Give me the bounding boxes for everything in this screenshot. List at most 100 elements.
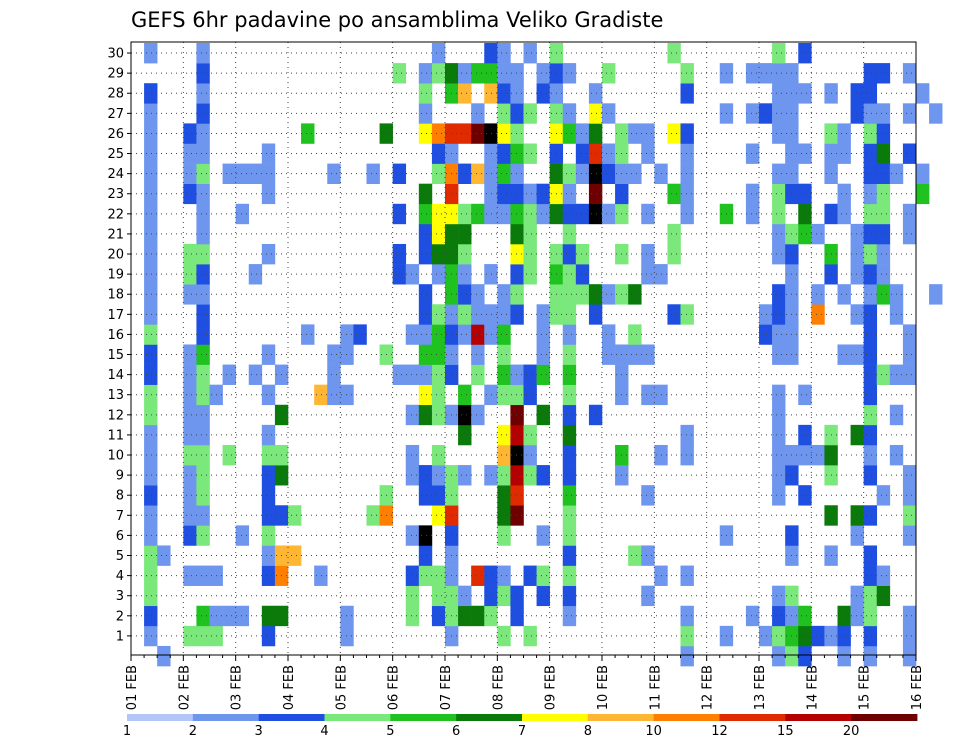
heatmap-cell bbox=[850, 505, 864, 526]
heatmap-cell bbox=[392, 203, 407, 225]
heatmap-cell bbox=[575, 264, 590, 285]
heatmap-cell bbox=[497, 183, 511, 205]
heatmap-cell bbox=[798, 645, 812, 667]
heatmap-cell bbox=[523, 223, 537, 245]
heatmap-cell bbox=[680, 424, 694, 446]
heatmap-cell bbox=[876, 103, 891, 124]
heatmap-cell bbox=[562, 565, 577, 586]
heatmap-cell bbox=[772, 485, 786, 506]
heatmap-cell bbox=[902, 223, 917, 245]
heatmap-cell bbox=[235, 525, 250, 546]
heatmap-cell bbox=[261, 525, 276, 546]
heatmap-cell bbox=[431, 465, 446, 486]
y-tick-label: 17 bbox=[107, 308, 124, 323]
heatmap-cell bbox=[340, 344, 354, 365]
heatmap-cell bbox=[431, 264, 446, 285]
heatmap-cell bbox=[523, 444, 537, 466]
heatmap-cell bbox=[405, 324, 420, 345]
heatmap-cell bbox=[261, 444, 276, 466]
heatmap-cell bbox=[144, 163, 158, 184]
heatmap-cell bbox=[837, 123, 851, 144]
heatmap-cell bbox=[536, 465, 550, 486]
y-tick-label: 1 bbox=[116, 629, 124, 644]
heatmap-cell bbox=[144, 324, 158, 345]
heatmap-cell bbox=[497, 424, 511, 446]
x-tick-label: 11 FEB bbox=[648, 665, 663, 710]
heatmap-cell bbox=[785, 645, 799, 667]
heatmap-cell bbox=[458, 163, 472, 184]
heatmap-cell bbox=[484, 203, 498, 225]
heatmap-cell bbox=[144, 444, 158, 466]
heatmap-cell bbox=[144, 364, 158, 385]
y-tick-label: 6 bbox=[116, 529, 124, 544]
heatmap-cell bbox=[850, 424, 864, 446]
heatmap-cell bbox=[536, 83, 550, 104]
heatmap-cell bbox=[837, 344, 851, 365]
heatmap-cell bbox=[667, 304, 681, 325]
heatmap-cell bbox=[418, 203, 433, 225]
heatmap-cell bbox=[183, 284, 197, 305]
heatmap-cell bbox=[772, 384, 786, 406]
heatmap-cell bbox=[876, 585, 891, 607]
heatmap-cell bbox=[458, 424, 472, 446]
heatmap-cell bbox=[196, 465, 210, 486]
heatmap-cell bbox=[144, 344, 158, 365]
heatmap-cell bbox=[562, 344, 577, 365]
heatmap-cell bbox=[562, 404, 577, 426]
heatmap-cell bbox=[863, 203, 878, 225]
heatmap-cell bbox=[902, 364, 917, 385]
heatmap-cell bbox=[588, 163, 603, 184]
heatmap-cell bbox=[759, 304, 773, 325]
heatmap-cell bbox=[510, 163, 524, 184]
heatmap-cell bbox=[523, 203, 537, 225]
heatmap-cell bbox=[405, 444, 420, 466]
heatmap-cell bbox=[523, 264, 537, 285]
heatmap-cell bbox=[680, 163, 694, 184]
heatmap-cell bbox=[484, 384, 498, 406]
heatmap-cell bbox=[458, 605, 472, 627]
heatmap-cell bbox=[183, 123, 197, 144]
heatmap-cell bbox=[261, 485, 276, 506]
heatmap-cell bbox=[144, 565, 158, 586]
heatmap-cell bbox=[418, 183, 433, 205]
heatmap-cell bbox=[876, 364, 891, 385]
legend-swatch bbox=[719, 714, 786, 721]
heatmap-cell bbox=[863, 444, 878, 466]
heatmap-cell bbox=[759, 63, 773, 84]
heatmap-cell bbox=[327, 364, 341, 385]
heatmap-cell bbox=[562, 525, 577, 546]
heatmap-cell bbox=[497, 625, 511, 647]
heatmap-cell bbox=[745, 103, 760, 124]
heatmap-cell bbox=[680, 123, 694, 144]
heatmap-cell bbox=[431, 605, 446, 627]
heatmap-cell bbox=[628, 123, 642, 144]
heatmap-cell bbox=[588, 183, 603, 205]
heatmap-cell bbox=[301, 123, 315, 144]
heatmap-cell bbox=[196, 565, 210, 586]
heatmap-cell bbox=[510, 465, 524, 486]
heatmap-cell bbox=[157, 545, 171, 566]
heatmap-cell bbox=[588, 284, 603, 305]
legend-swatch bbox=[324, 714, 391, 721]
heatmap-cell bbox=[458, 585, 472, 607]
heatmap-cell bbox=[902, 645, 917, 667]
heatmap-cell bbox=[418, 324, 433, 345]
y-tick-label: 24 bbox=[107, 167, 124, 182]
heatmap-cell bbox=[222, 605, 236, 627]
heatmap-cell bbox=[680, 625, 694, 647]
heatmap-cell bbox=[248, 163, 263, 184]
legend-swatch bbox=[587, 714, 655, 721]
heatmap-cell bbox=[876, 163, 891, 184]
y-tick-label: 20 bbox=[107, 248, 124, 263]
heatmap-cell bbox=[536, 344, 550, 365]
heatmap-cell bbox=[562, 223, 577, 245]
heatmap-cell bbox=[248, 364, 263, 385]
heatmap-cell bbox=[497, 143, 511, 164]
heatmap-cell bbox=[902, 203, 917, 225]
heatmap-cell bbox=[458, 243, 472, 265]
heatmap-cell bbox=[288, 545, 302, 566]
heatmap-cell bbox=[536, 183, 550, 205]
heatmap-cell bbox=[196, 324, 210, 345]
heatmap-cell bbox=[484, 83, 498, 104]
heatmap-cell bbox=[418, 545, 433, 566]
